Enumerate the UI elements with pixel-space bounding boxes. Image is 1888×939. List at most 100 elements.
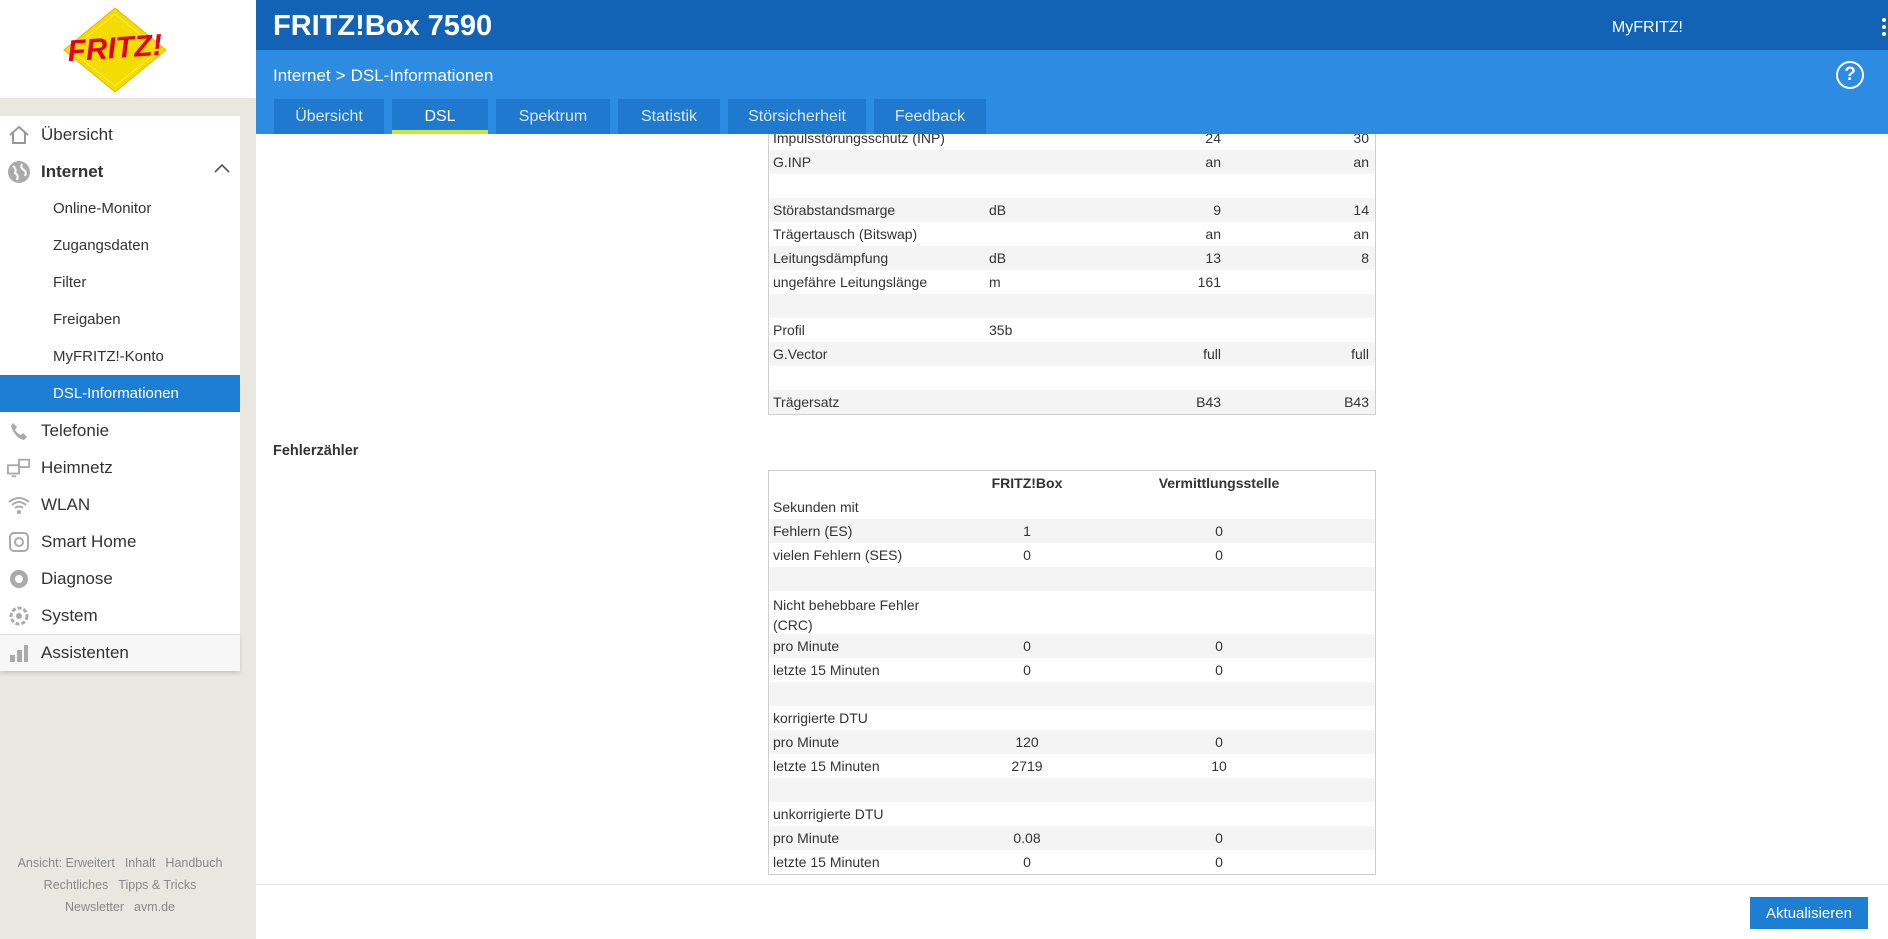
row-unit: dB <box>989 202 1007 218</box>
table-row: Fehlern (ES) 1 0 <box>769 519 1375 543</box>
wifi-icon <box>7 493 31 517</box>
table-row: letzte 15 Minuten 2719 10 <box>769 754 1375 778</box>
phone-icon <box>7 419 31 443</box>
table-row <box>769 682 1375 706</box>
table-row: letzte 15 Minuten 0 0 <box>769 850 1375 874</box>
tab-stoersicherheit[interactable]: Störsicherheit <box>728 99 866 134</box>
row-exchange-value: 0 <box>1215 547 1223 563</box>
footer-link-newsletter[interactable]: Newsletter <box>64 900 125 914</box>
network-icon <box>7 456 31 480</box>
footer-link-site[interactable]: avm.de <box>134 900 176 914</box>
sidebar-item-wlan[interactable]: WLAN <box>0 486 240 523</box>
sidebar-item-uebersicht[interactable]: Übersicht <box>0 116 240 153</box>
row-label: pro Minute <box>773 734 840 750</box>
tab-statistik[interactable]: Statistik <box>618 99 720 134</box>
sidebar-item-smart-home[interactable]: Smart Home <box>0 523 240 560</box>
breadcrumb: Internet > DSL-Informationen <box>273 66 493 86</box>
tab-uebersicht[interactable]: Übersicht <box>274 99 384 134</box>
logo-area: FRITZ! <box>0 0 256 98</box>
row-label: unkorrigierte DTU <box>773 806 884 822</box>
footer-link-content[interactable]: Inhalt <box>124 856 156 870</box>
row-label: ungefähre Leitungslänge <box>773 274 928 290</box>
table-row: Leitungsdämpfung dB 13 8 <box>769 246 1375 270</box>
row-exchange-value: 0 <box>1215 638 1223 654</box>
footer-link-legal[interactable]: Rechtliches <box>43 878 109 892</box>
breadcrumb-section[interactable]: Internet <box>273 66 331 85</box>
sidebar-subitem-online-monitor[interactable]: Online-Monitor <box>53 200 152 217</box>
table-row: letzte 15 Minuten 0 0 <box>769 658 1375 682</box>
sidebar-item-label: Diagnose <box>41 568 113 588</box>
sidebar-subitem-dsl-informationen[interactable]: DSL-Informationen <box>0 375 240 412</box>
sidebar-subitem-myfritz-konto[interactable]: MyFRITZ!-Konto <box>53 348 164 365</box>
row-exchange-value: B43 <box>1344 394 1369 410</box>
row-exchange-value: 10 <box>1211 758 1227 774</box>
sidebar-item-label: Internet <box>41 161 104 181</box>
footer-link-tips[interactable]: Tipps & Tricks <box>118 878 197 892</box>
row-fritzbox-value: 24 <box>1205 134 1221 146</box>
tab-feedback[interactable]: Feedback <box>874 99 986 134</box>
top-bar: FRITZ!Box 7590 MyFRITZ! <box>256 0 1888 50</box>
row-unit: m <box>989 274 1001 290</box>
row-exchange-value: 0 <box>1215 854 1223 870</box>
sidebar-item-label: Smart Home <box>41 531 137 551</box>
sidebar-item-system[interactable]: System <box>0 597 240 634</box>
row-label: G.INP <box>773 154 812 170</box>
sidebar-item-internet[interactable]: Internet <box>0 153 240 190</box>
tab-dsl[interactable]: DSL <box>392 99 488 134</box>
myfritz-link[interactable]: MyFRITZ! <box>1611 19 1683 36</box>
row-label: letzte 15 Minuten <box>773 662 880 678</box>
footer-link-view[interactable]: Ansicht: Erweitert <box>17 856 115 870</box>
row-exchange-value: 0 <box>1215 662 1223 678</box>
row-fritzbox-value: 0 <box>1023 547 1031 563</box>
fritz-logo[interactable]: FRITZ! <box>58 6 172 94</box>
main-content: Impulsstörungsschutz (INP) 24 30 G.INP an an S… <box>256 134 1888 884</box>
sidebar-item-label: Telefonie <box>41 420 110 440</box>
error-counter-table: FRITZ!Box Vermittlungsstelle Sekunden mi… <box>768 470 1376 875</box>
smart-home-icon <box>7 530 31 554</box>
sub-bar: Internet > DSL-Informationen ? Übersicht D… <box>256 50 1888 134</box>
footer-link-manual[interactable]: Handbuch <box>165 856 223 870</box>
row-label: korrigierte DTU <box>773 710 868 726</box>
row-fritzbox-value: 0 <box>1023 662 1031 678</box>
row-label: pro Minute <box>773 830 840 846</box>
product-title: FRITZ!Box 7590 <box>273 10 493 42</box>
action-bar: Aktualisieren <box>256 884 1888 939</box>
row-fritzbox-value: an <box>1205 226 1221 242</box>
sidebar-subitem-filter[interactable]: Filter <box>53 274 87 291</box>
logo-text: FRITZ! <box>66 29 163 69</box>
tab-spektrum[interactable]: Spektrum <box>496 99 610 134</box>
sidebar-subitem-freigaben[interactable]: Freigaben <box>53 311 121 328</box>
help-icon[interactable]: ? <box>1836 61 1864 89</box>
row-label: Sekunden mit <box>773 499 859 515</box>
row-fritzbox-value: 9 <box>1213 202 1221 218</box>
row-fritzbox-value: 0.08 <box>1013 830 1041 846</box>
sidebar-item-heimnetz[interactable]: Heimnetz <box>0 449 240 486</box>
sidebar-item-label: WLAN <box>41 494 91 514</box>
table-row <box>769 366 1375 390</box>
chevron-up-icon[interactable] <box>214 163 230 173</box>
table-row: vielen Fehlern (SES) 0 0 <box>769 543 1375 567</box>
home-icon <box>7 123 31 147</box>
row-fritzbox-value: full <box>1203 346 1221 362</box>
row-fritzbox-value: 120 <box>1015 734 1039 750</box>
line-info-table: Impulsstörungsschutz (INP) 24 30 G.INP an an S… <box>768 134 1376 415</box>
sidebar-item-label: System <box>41 605 98 625</box>
row-fritzbox-value: 0 <box>1023 854 1031 870</box>
row-fritzbox-value: an <box>1205 154 1221 170</box>
table-row: pro Minute 120 0 <box>769 730 1375 754</box>
sidebar-item-diagnose[interactable]: Diagnose <box>0 560 240 597</box>
sidebar-item-telefonie[interactable]: Telefonie <box>0 412 240 449</box>
refresh-button[interactable]: Aktualisieren <box>1750 897 1868 929</box>
table-row: ungefähre Leitungslänge m 161 <box>769 270 1375 294</box>
diagnose-icon <box>7 567 31 591</box>
system-icon <box>7 604 31 628</box>
sidebar-item-assistenten[interactable]: Assistenten <box>0 634 240 671</box>
sidebar-subitem-zugangsdaten[interactable]: Zugangsdaten <box>53 237 149 254</box>
assistant-icon <box>7 641 31 665</box>
row-exchange-value: 0 <box>1215 830 1223 846</box>
row-fritzbox-value: 13 <box>1205 250 1221 266</box>
row-exchange-value: 8 <box>1361 250 1369 266</box>
table-row <box>769 778 1375 802</box>
row-label: Leitungsdämpfung <box>773 250 889 266</box>
more-menu-icon[interactable] <box>1880 18 1888 38</box>
